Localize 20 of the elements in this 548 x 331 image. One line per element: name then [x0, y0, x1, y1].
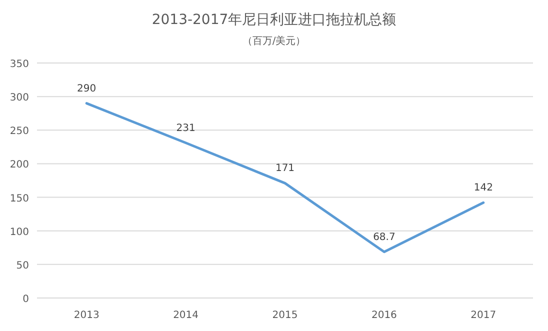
- data-label: 171: [275, 163, 295, 174]
- data-label: 68.7: [373, 232, 396, 243]
- y-tick-label: 350: [10, 59, 29, 70]
- data-label: 290: [77, 83, 96, 94]
- chart-title: 2013-2017年尼日利亚进口拖拉机总额: [152, 12, 396, 28]
- chart-subtitle: （百万/美元）: [242, 35, 306, 47]
- x-tick-label: 2014: [173, 310, 199, 321]
- data-label: 142: [474, 182, 493, 194]
- y-tick-label: 150: [10, 193, 29, 204]
- y-tick-label: 100: [10, 226, 29, 238]
- x-tick-label: 2016: [371, 310, 397, 321]
- y-tick-label: 0: [22, 294, 29, 305]
- y-tick-label: 50: [16, 260, 29, 272]
- y-tick-label: 200: [10, 160, 29, 171]
- data-label: 231: [176, 122, 196, 134]
- x-tick-label: 2015: [272, 310, 298, 321]
- x-tick-label: 2017: [470, 310, 496, 321]
- x-tick-label: 2013: [74, 310, 100, 321]
- y-tick-label: 300: [10, 92, 29, 104]
- y-tick-label: 250: [10, 126, 29, 138]
